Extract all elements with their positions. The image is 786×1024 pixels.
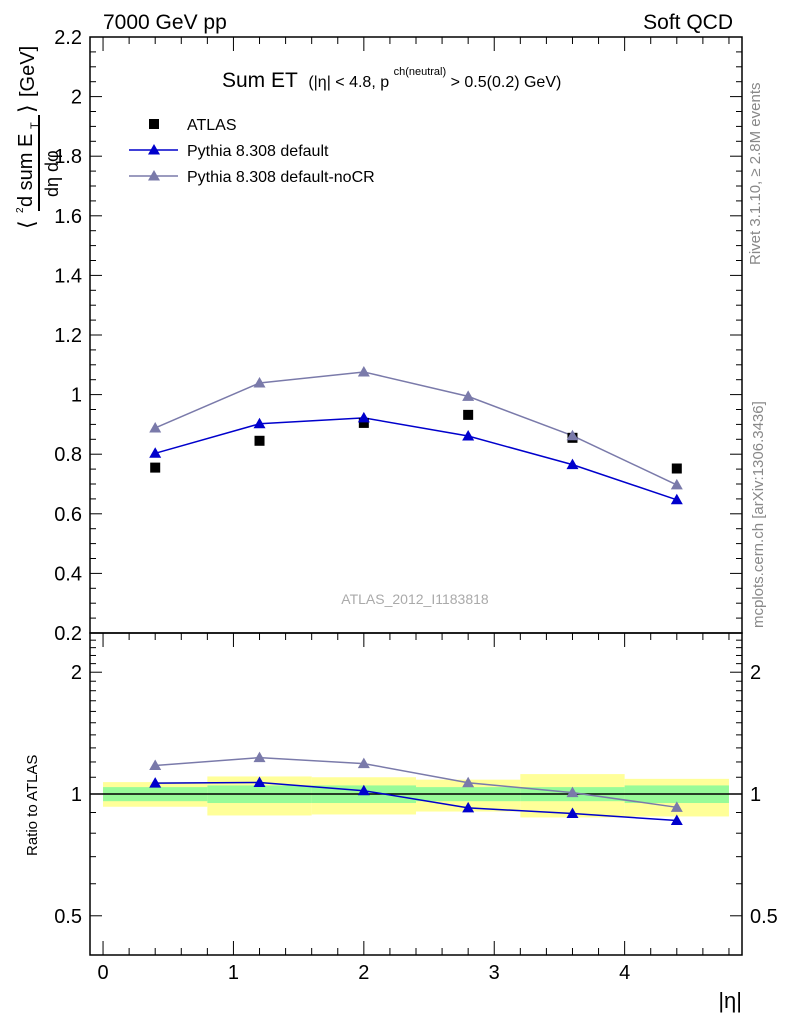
mc-point-series-2 xyxy=(149,421,162,433)
ratio-point-series-1 xyxy=(462,776,475,788)
mcplots-label: mcplots.cern.ch [arXiv:1306.3436] xyxy=(750,401,767,628)
ratio-series-line-0 xyxy=(155,781,677,822)
ratio-point-series-0 xyxy=(357,784,370,796)
main-y-tick-label: 2.2 xyxy=(54,27,82,49)
atlas-data-point xyxy=(358,417,369,428)
ratio-y-axis-label: Ratio to ATLAS xyxy=(24,755,41,856)
legend-label: ATLAS xyxy=(187,117,237,134)
legend-marker-mc xyxy=(148,170,160,181)
x-tick-label: 2 xyxy=(358,962,369,984)
mc-point-series-2 xyxy=(253,376,266,388)
ratio-y-tick-label-right: 2 xyxy=(750,662,761,684)
energy-label: 7000 GeV pp xyxy=(103,11,227,34)
mc-point-series-1 xyxy=(566,458,579,470)
ratio-series xyxy=(149,751,683,826)
main-y-tick-label: 1.8 xyxy=(54,146,82,168)
mc-point-series-1 xyxy=(462,430,475,441)
mc-point-series-1 xyxy=(253,417,266,429)
atlas-data-point xyxy=(150,462,161,473)
main-series xyxy=(149,365,683,505)
atlas-data-point xyxy=(254,435,265,446)
mc-point-series-2 xyxy=(357,365,370,377)
main-y-tick-label: 0.2 xyxy=(54,623,82,645)
mc-point-series-2 xyxy=(670,478,683,490)
ratio-y-tick-label-right: 0.5 xyxy=(750,906,778,928)
atlas-data-point xyxy=(463,409,474,420)
rivet-label: Rivet 3.1.10, ≥ 2.8M events xyxy=(747,83,764,266)
atlas-data-point xyxy=(671,463,682,474)
ratio-point-series-0 xyxy=(462,801,475,813)
main-y-tick-label: 1.4 xyxy=(54,265,82,287)
ratio-point-series-1 xyxy=(670,801,683,812)
svg-text:⟩: ⟩ xyxy=(14,104,39,113)
ratio-point-series-0 xyxy=(253,776,266,787)
svg-text:2: 2 xyxy=(15,207,26,213)
main-y-tick-label: 0.4 xyxy=(54,563,82,585)
main-y-axis-label: ⟨ 2 d sum E T dη dφ ⟩ [GeV] xyxy=(14,46,62,229)
process-label: Soft QCD xyxy=(643,11,733,34)
ratio-series-line-1 xyxy=(155,756,677,809)
ratio-point-series-1 xyxy=(253,751,266,763)
mc-point-series-1 xyxy=(149,447,162,458)
main-series-line-2 xyxy=(154,371,678,486)
ratio-point-series-1 xyxy=(357,757,370,769)
x-tick-label: 4 xyxy=(619,962,630,984)
ratio-point-series-1 xyxy=(566,786,579,798)
main-y-tick-label: 1 xyxy=(71,385,82,407)
x-tick-label: 1 xyxy=(228,962,239,984)
ratio-point-series-0 xyxy=(670,814,683,826)
ratio-y-tick-label: 1 xyxy=(71,784,82,806)
main-y-tick-label: 0.6 xyxy=(54,504,82,526)
ratio-uncertainty-bands xyxy=(103,774,729,818)
ratio-point-series-0 xyxy=(149,777,162,788)
ratio-y-tick-label-right: 1 xyxy=(750,784,761,806)
svg-text:d sum E: d sum E xyxy=(15,134,37,207)
ratio-point-series-1 xyxy=(149,759,162,771)
svg-text:⟨: ⟨ xyxy=(14,220,39,229)
main-series-line-1 xyxy=(154,417,678,501)
main-y-tick-label: 1.2 xyxy=(54,325,82,347)
svg-text:T: T xyxy=(29,122,41,129)
main-plot-title: Sum ET (|η| < 4.8, p ch(neutral) > 0.5(0… xyxy=(222,62,561,92)
main-y-tick-label: 1.6 xyxy=(54,206,82,228)
mc-point-series-2 xyxy=(462,390,475,401)
svg-text:[GeV]: [GeV] xyxy=(17,46,39,97)
mc-point-series-2 xyxy=(566,429,579,441)
legend-label: Pythia 8.308 default xyxy=(187,143,329,160)
main-y-tick-label: 0.8 xyxy=(54,444,82,466)
ratio-y-tick-label: 0.5 xyxy=(54,906,82,928)
mc-point-series-1 xyxy=(357,411,370,423)
main-y-tick-label: 2 xyxy=(71,87,82,109)
ratio-y-tick-label: 2 xyxy=(71,662,82,684)
ratio-axes: 0.5 0.5 1 1 2 2 0 1 2 3 4 xyxy=(54,632,778,984)
svg-text:dη dφ: dη dφ xyxy=(42,150,62,197)
legend: ATLAS Pythia 8.308 default Pythia 8.308 de… xyxy=(129,117,375,186)
analysis-watermark: ATLAS_2012_I1183818 xyxy=(341,591,489,607)
x-tick-label: 0 xyxy=(97,962,108,984)
x-tick-label: 3 xyxy=(489,962,500,984)
legend-label: Pythia 8.308 default-noCR xyxy=(187,169,375,186)
mc-point-series-1 xyxy=(670,493,683,505)
ratio-point-series-0 xyxy=(566,807,579,818)
legend-marker-atlas xyxy=(149,119,159,129)
legend-marker-mc xyxy=(148,144,160,155)
x-axis-label: |η| xyxy=(718,988,742,1013)
